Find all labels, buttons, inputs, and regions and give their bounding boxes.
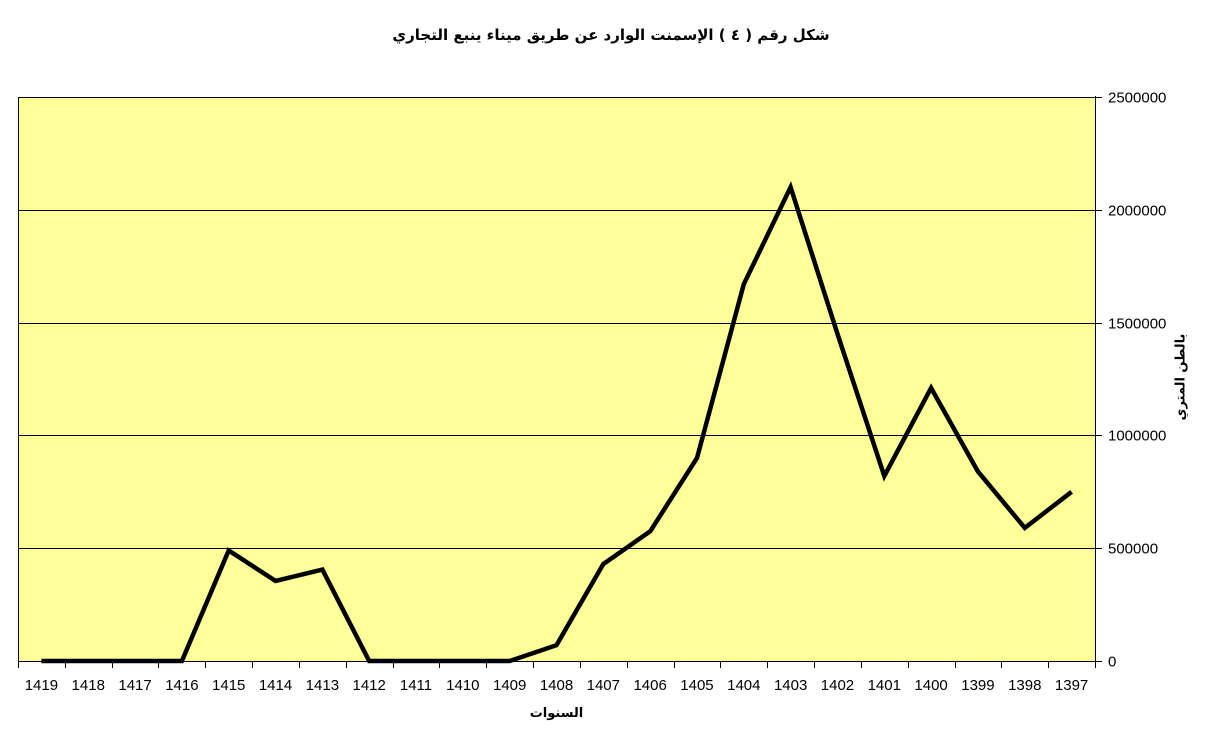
x-tick-label: 1399: [961, 677, 994, 694]
x-tick-label: 1414: [259, 677, 292, 694]
x-tick-label: 1403: [774, 677, 807, 694]
x-tick-label: 1398: [1008, 677, 1041, 694]
x-tick-label: 1409: [493, 677, 526, 694]
x-tick-label: 1407: [587, 677, 620, 694]
x-tick-label: 1397: [1055, 677, 1088, 694]
y-tick-label: 2500000: [1108, 90, 1166, 107]
y-tick-label: 0: [1108, 654, 1116, 671]
x-tick-label: 1416: [165, 677, 198, 694]
x-tick-label: 1417: [118, 677, 151, 694]
x-tick-label: 1410: [446, 677, 479, 694]
y-tick-label: 1500000: [1108, 316, 1166, 333]
x-tick-label: 1405: [680, 677, 713, 694]
x-tick-label: 1418: [72, 677, 105, 694]
x-tick-label: 1404: [727, 677, 760, 694]
x-tick-label: 1412: [353, 677, 386, 694]
x-tick-label: 1406: [633, 677, 666, 694]
plot-area: [18, 97, 1095, 661]
x-tick-label: 1419: [25, 677, 58, 694]
x-axis-title: السنوات: [529, 706, 584, 721]
x-tick-label: 1401: [868, 677, 901, 694]
y-tick-label: 500000: [1108, 541, 1158, 558]
x-tick-label: 1413: [306, 677, 339, 694]
chart-title: شكل رقم ( ٤ ) الإسمنت الوارد عن طريق مين…: [392, 26, 830, 44]
x-tick-label: 1408: [540, 677, 573, 694]
x-tick-label: 1402: [821, 677, 854, 694]
x-tick-label: 1400: [914, 677, 947, 694]
x-tick-label: 1411: [400, 677, 432, 694]
y-axis-title: بالطن المتري: [1173, 333, 1189, 421]
y-tick-label: 2000000: [1108, 203, 1166, 220]
x-tick-label: 1415: [212, 677, 245, 694]
y-tick-label: 1000000: [1108, 428, 1166, 445]
data-line-series: [41, 181, 1073, 664]
